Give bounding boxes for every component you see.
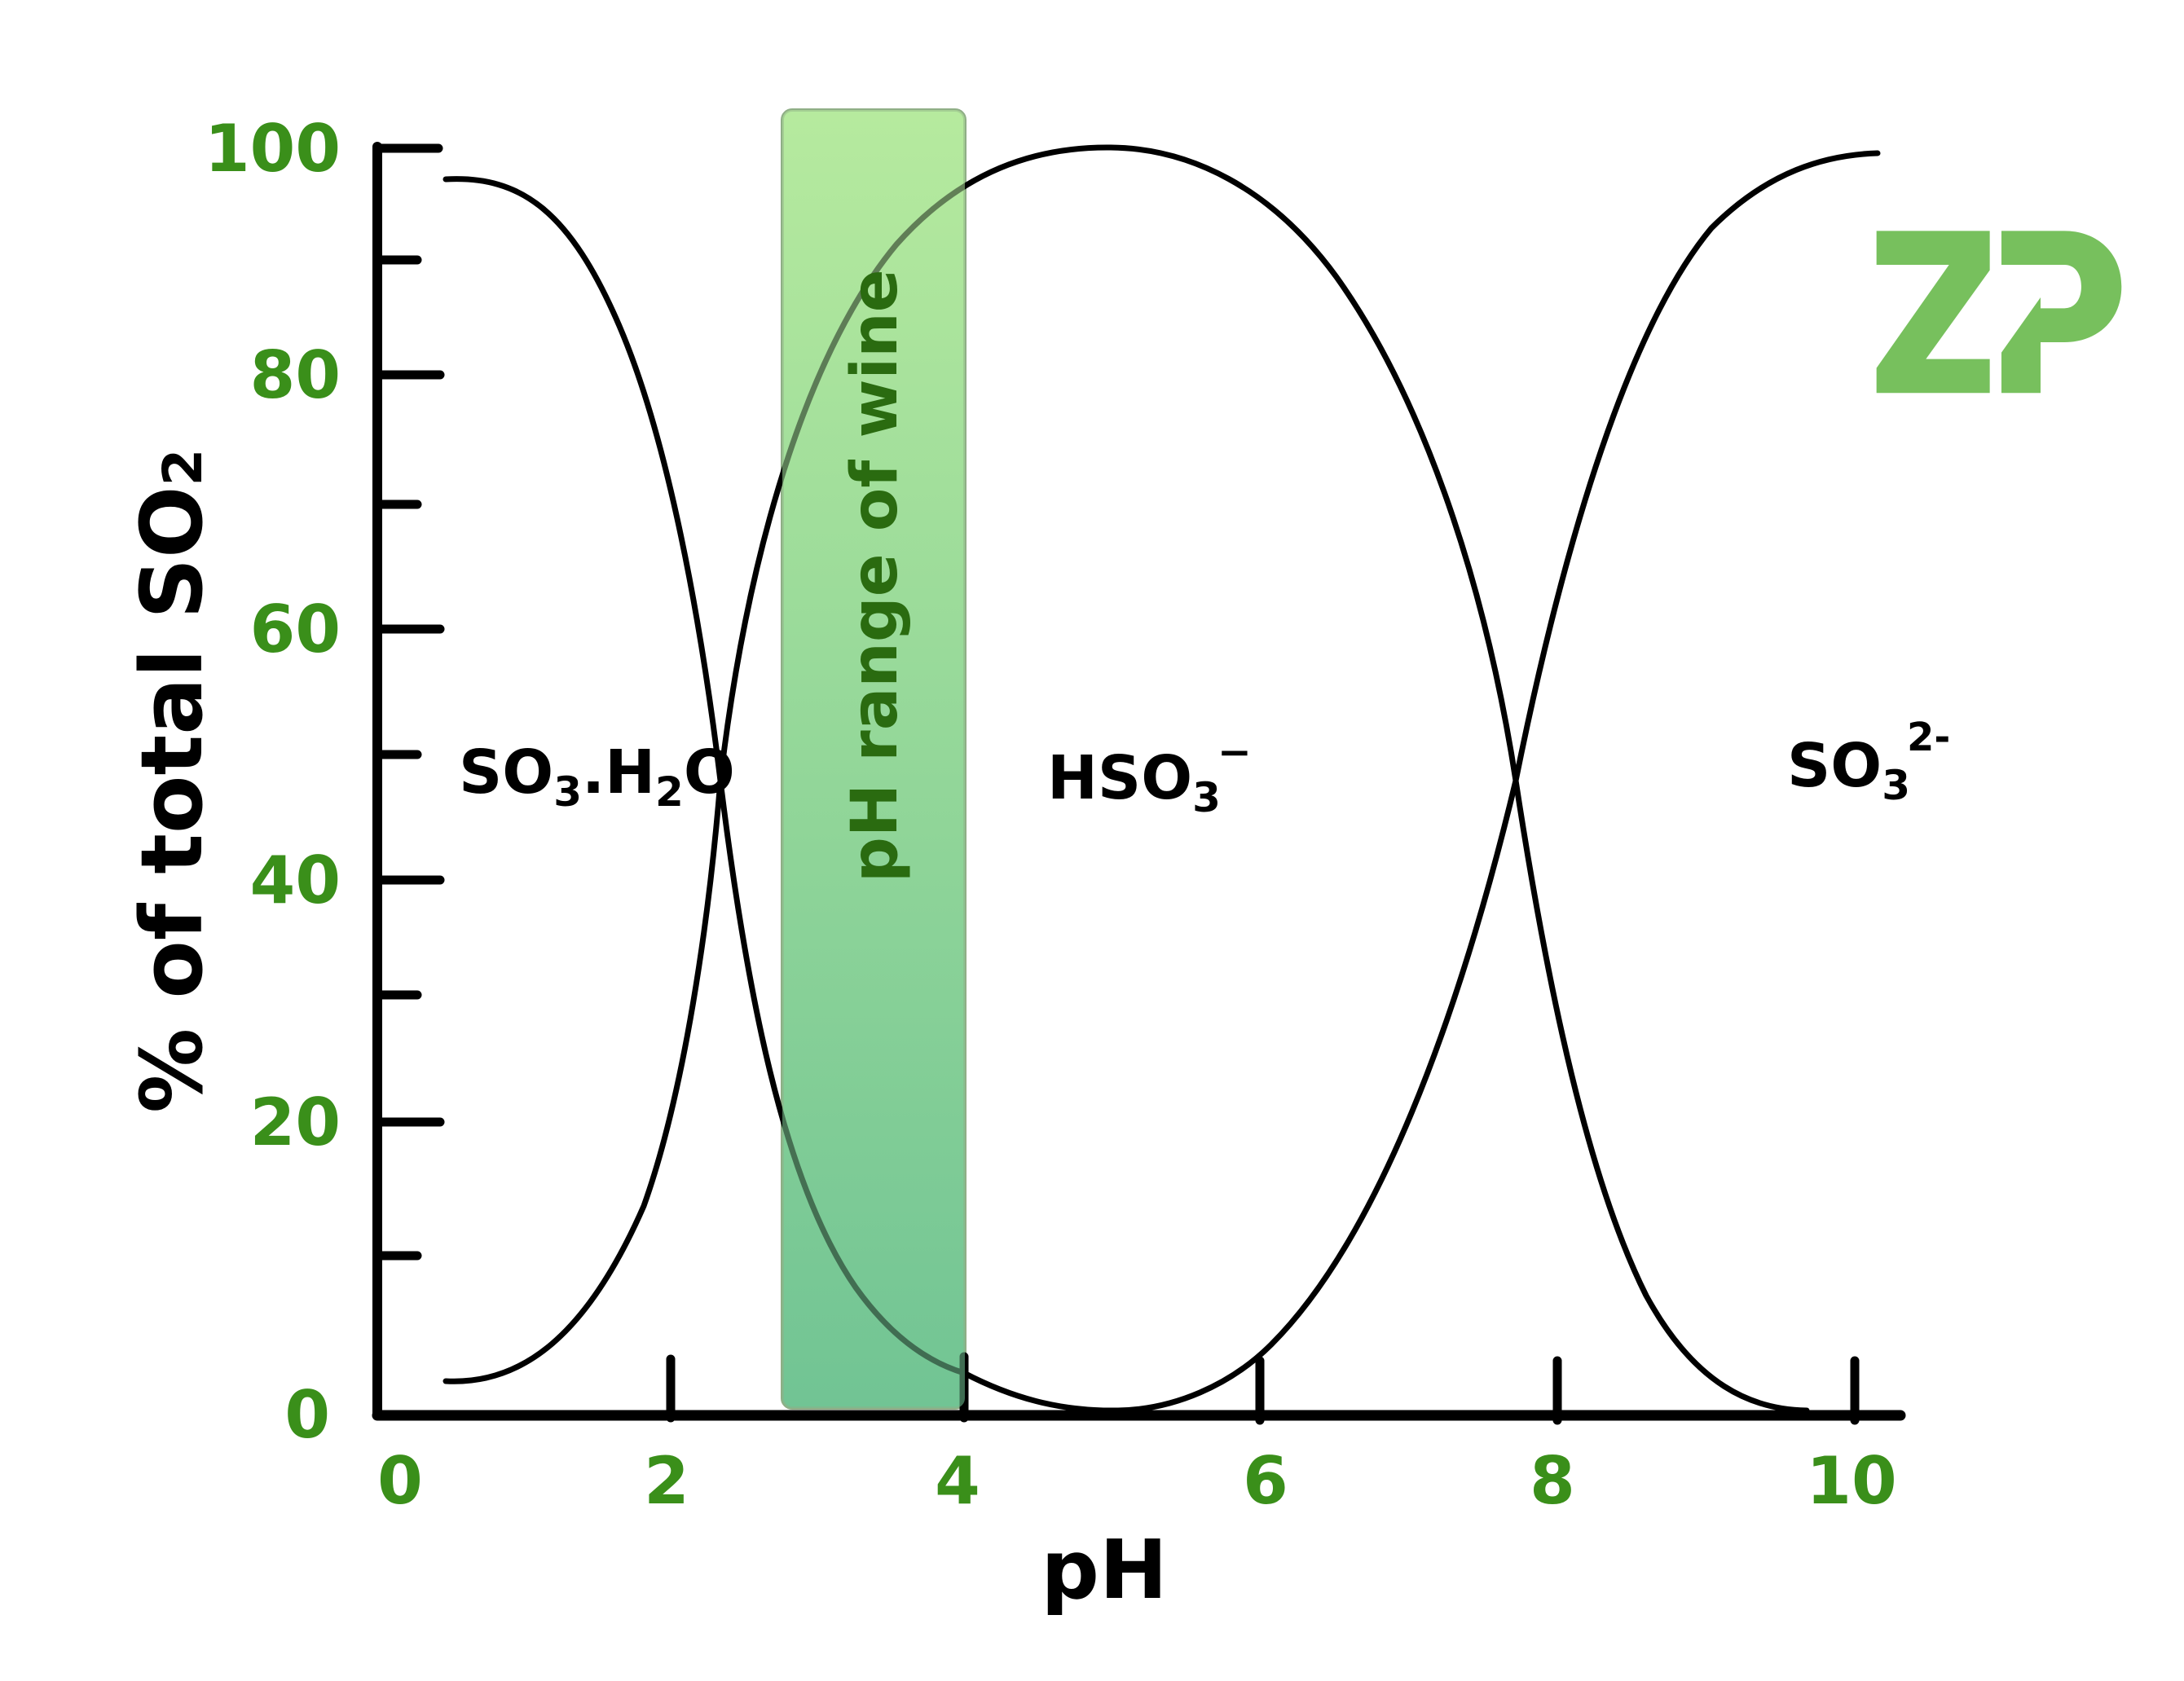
zp-logo bbox=[1876, 231, 2122, 394]
x-tick-label: 10 bbox=[1806, 1443, 1896, 1519]
y-tick-label: 20 bbox=[250, 1085, 341, 1160]
species-label-so3-2minus: SO32- bbox=[1787, 715, 1950, 809]
x-tick-label: 8 bbox=[1530, 1443, 1575, 1519]
x-tick-label: 4 bbox=[935, 1443, 980, 1519]
y-tick-label: 60 bbox=[250, 592, 341, 667]
species-label-so3-h2o: SO3.H2O bbox=[459, 737, 735, 816]
y-tick-label: 0 bbox=[284, 1377, 330, 1453]
wine-ph-band-overlay bbox=[782, 110, 965, 1408]
curve-hso3 bbox=[443, 144, 1810, 1414]
x-tick-label: 0 bbox=[377, 1443, 423, 1519]
y-axis bbox=[372, 142, 445, 1420]
x-axis-title: pH bbox=[1041, 1522, 1167, 1617]
y-tick-label: 40 bbox=[250, 843, 341, 918]
x-tick-label: 2 bbox=[644, 1443, 689, 1519]
y-tick-label: 80 bbox=[250, 337, 341, 413]
band-label: pH range of wine bbox=[839, 269, 912, 882]
species-label-hso3: HSO3− bbox=[1047, 728, 1252, 821]
curve-so3-h2o-and-so3-2minus bbox=[443, 150, 1881, 1414]
logo-z-glyph bbox=[1876, 231, 1990, 394]
y-tick-label: 100 bbox=[205, 111, 341, 187]
y-axis-title: % of total SO2 bbox=[122, 449, 222, 1113]
logo-p-glyph bbox=[2001, 231, 2122, 394]
x-tick-label: 6 bbox=[1243, 1443, 1288, 1519]
